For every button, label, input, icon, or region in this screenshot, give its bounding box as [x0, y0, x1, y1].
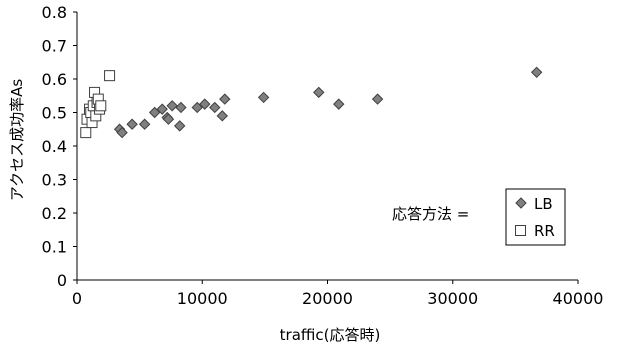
legend: 応答方法 = LB RR [392, 188, 566, 246]
x-tick-label: 0 [72, 289, 82, 308]
y-tick-label: 0 [57, 271, 67, 290]
legend-rr-marker [515, 225, 526, 236]
tick-labels: 0 0.1 0.2 0.3 0.4 0.5 0.6 0.7 0.8 0 10000 20000 3000… [42, 3, 604, 308]
lb-point [191, 101, 203, 114]
lb-point [333, 98, 345, 110]
lb-point [166, 100, 178, 112]
y-tick-label: 0.7 [42, 37, 67, 56]
x-tick-label: 10000 [177, 289, 228, 308]
lb-point [162, 113, 175, 125]
x-axis-title: traffic(応答時) [280, 326, 381, 344]
data-points [80, 66, 543, 139]
lb-point [313, 86, 325, 99]
lb-point [148, 106, 161, 119]
x-tick-label: 40000 [553, 289, 604, 308]
axes [73, 11, 579, 284]
lb-point [199, 98, 211, 110]
y-tick-label: 0.3 [42, 171, 67, 190]
y-tick-label: 0.1 [42, 238, 67, 257]
x-tick-label: 30000 [427, 289, 478, 308]
lb-point [173, 120, 186, 132]
x-tick-label: 20000 [302, 289, 353, 308]
legend-lb-label: LB [534, 195, 553, 213]
lb-point [126, 118, 138, 130]
rr-point [104, 70, 116, 82]
lb-point [257, 91, 270, 104]
lb-point [219, 93, 231, 105]
legend-rr-label: RR [534, 222, 555, 240]
lb-point [530, 66, 543, 79]
lb-point [371, 93, 384, 105]
y-tick-label: 0.8 [42, 3, 67, 22]
y-tick-label: 0.2 [42, 204, 67, 223]
legend-lb-marker [515, 197, 527, 209]
rr-point [80, 127, 92, 139]
rr-point [95, 100, 107, 112]
y-tick-label: 0.5 [42, 104, 67, 123]
lb-point [175, 101, 187, 114]
legend-title: 応答方法 = [392, 205, 469, 223]
y-axis-title: アクセス成功率As [8, 79, 26, 202]
y-tick-label: 0.4 [42, 137, 67, 156]
lb-point [156, 103, 168, 115]
lb-point [209, 101, 221, 114]
lb-point [116, 126, 128, 139]
y-tick-label: 0.6 [42, 70, 67, 89]
lb-point [138, 118, 151, 130]
lb-point [216, 110, 228, 122]
